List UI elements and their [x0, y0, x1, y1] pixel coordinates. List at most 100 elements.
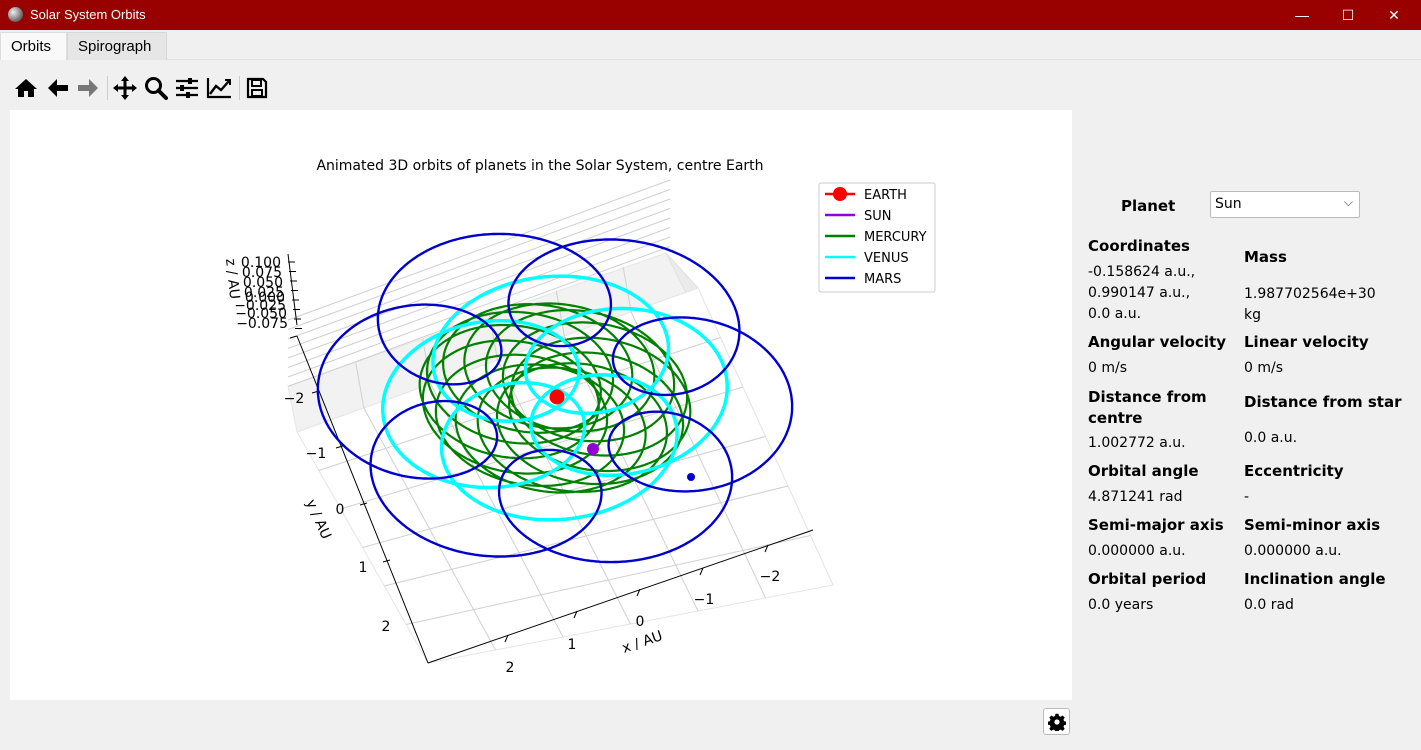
floor-grid-line — [406, 535, 811, 625]
tab-spirograph[interactable]: Spirograph — [67, 32, 167, 60]
orbit-traces — [316, 232, 794, 564]
pan-icon[interactable] — [111, 74, 139, 102]
x-tick-mark — [699, 567, 704, 576]
window-title: Solar System Orbits — [30, 7, 146, 22]
coordinate-z: 0.0 a.u. — [1088, 306, 1142, 322]
angular-velocity-value: 0 m/s — [1088, 360, 1128, 376]
back-grid-line — [287, 236, 671, 378]
semi-minor-axis-value: 0.000000 a.u. — [1244, 543, 1342, 559]
zoom-icon[interactable] — [142, 74, 170, 102]
distance-centre-label: Distance from centre — [1088, 387, 1207, 429]
legend-label-sun: SUN — [864, 209, 892, 224]
y-tick-label: 1 — [359, 560, 368, 576]
close-button[interactable]: ✕ — [1388, 6, 1400, 23]
back-icon[interactable] — [44, 74, 72, 102]
y-tick-mark — [382, 559, 391, 563]
z-tick-label: 0.075 — [242, 265, 282, 281]
mass-label: Mass — [1244, 248, 1287, 266]
coordinate-y: 0.990147 a.u., — [1088, 285, 1191, 301]
y-tick-label: 2 — [382, 619, 391, 635]
z-axis-line — [287, 253, 298, 326]
orbital-angle-label: Orbital angle — [1088, 462, 1199, 480]
tab-orbits[interactable]: Orbits — [0, 32, 67, 60]
sun-marker — [587, 443, 599, 455]
z-axis-label: z / AU — [222, 258, 242, 300]
mass-unit: kg — [1244, 307, 1261, 323]
z-tick-label: 0.050 — [243, 275, 283, 291]
legend-label-earth: EARTH — [864, 188, 907, 203]
z-tick-label: −0.075 — [236, 316, 288, 332]
legend: EARTH SUN MERCURY VENUS MARS — [818, 182, 936, 293]
chart-title: Animated 3D orbits of planets in the Sol… — [316, 158, 763, 174]
x-tick-mark — [636, 588, 641, 597]
back-grid-line — [355, 362, 365, 409]
planet-select-value: Sun — [1215, 196, 1242, 212]
y-axis-label: y / AU — [302, 497, 334, 542]
back-grid-line — [287, 217, 671, 359]
distance-centre-label-line: Distance from — [1088, 388, 1207, 406]
coordinates-label: Coordinates — [1088, 237, 1190, 255]
legend-label-mars: MARS — [864, 272, 901, 287]
x-axis-line — [427, 529, 814, 664]
y-tick-mark — [359, 502, 368, 506]
edit-axis-icon[interactable] — [205, 74, 233, 102]
back-grid-line — [287, 179, 671, 321]
y-tick-label: −1 — [306, 446, 327, 462]
configure-subplots-icon[interactable] — [173, 74, 201, 102]
z-tick-label: 0.100 — [241, 255, 281, 271]
legend-box — [818, 182, 936, 293]
mars-orbit — [316, 232, 794, 564]
x-tick-label: −2 — [760, 569, 781, 585]
x-tick-label: 1 — [568, 637, 577, 653]
maximize-button[interactable]: ☐ — [1341, 6, 1355, 23]
legend-label-mercury: MERCURY — [864, 230, 927, 245]
x-axis-label: x / AU — [620, 628, 665, 657]
y-tick-mark — [335, 445, 344, 449]
back-grid-line — [555, 290, 565, 337]
save-icon[interactable] — [243, 74, 271, 102]
y-tick-label: 0 — [336, 502, 345, 518]
toolbar-separator — [239, 76, 240, 100]
plot-canvas[interactable]: Animated 3D orbits of planets in the Sol… — [10, 110, 1072, 700]
linear-velocity-value: 0 m/s — [1244, 360, 1284, 376]
y-tick-label: −2 — [284, 391, 305, 407]
coordinates-value: -0.158624 a.u., 0.990147 a.u., 0.0 a.u. — [1088, 262, 1195, 325]
z-tick-label: −0.025 — [234, 298, 286, 314]
back-grid-line — [287, 208, 671, 349]
legend-marker-earth — [833, 187, 847, 201]
toolbar-separator — [107, 76, 108, 100]
gear-icon — [1047, 713, 1066, 731]
semi-major-axis-label: Semi-major axis — [1088, 516, 1224, 534]
x-tick-mark — [504, 634, 509, 643]
mars-marker — [687, 473, 695, 481]
inclination-angle-value: 0.0 rad — [1244, 597, 1294, 613]
x-tick-mark — [573, 610, 578, 619]
semi-major-axis-value: 0.000000 a.u. — [1088, 543, 1186, 559]
distance-star-value: 0.0 a.u. — [1244, 430, 1298, 446]
x-tick-mark — [764, 544, 769, 553]
linear-velocity-label: Linear velocity — [1244, 333, 1369, 351]
venus-orbit — [381, 274, 729, 522]
coordinate-x: -0.158624 a.u., — [1088, 264, 1196, 280]
x-tick-label: 0 — [636, 614, 645, 630]
home-icon[interactable] — [12, 74, 40, 102]
orbital-angle-value: 4.871241 rad — [1088, 489, 1183, 505]
forward-icon[interactable] — [74, 74, 102, 102]
back-grid-line — [287, 198, 671, 340]
app-icon — [8, 7, 23, 22]
title-bar: Solar System Orbits — ☐ ✕ — [0, 0, 1421, 30]
planet-select[interactable]: Sun ⌵ — [1210, 191, 1360, 218]
distance-centre-label-line: centre — [1088, 409, 1143, 427]
semi-minor-axis-label: Semi-minor axis — [1244, 516, 1381, 534]
tab-bar: Orbits Spirograph — [0, 30, 1421, 60]
distance-centre-value: 1.002772 a.u. — [1088, 435, 1186, 451]
mass-number: 1.987702564e+30 — [1244, 286, 1376, 302]
chevron-down-icon: ⌵ — [1343, 195, 1353, 209]
orbital-period-label: Orbital period — [1088, 570, 1207, 588]
eccentricity-value: - — [1244, 489, 1250, 505]
orbit-chart-svg[interactable]: Animated 3D orbits of planets in the Sol… — [10, 110, 1072, 700]
minimize-button[interactable]: — — [1295, 7, 1309, 23]
angular-velocity-label: Angular velocity — [1088, 333, 1226, 351]
x-tick-label: 2 — [506, 660, 515, 676]
settings-button[interactable] — [1043, 708, 1070, 735]
